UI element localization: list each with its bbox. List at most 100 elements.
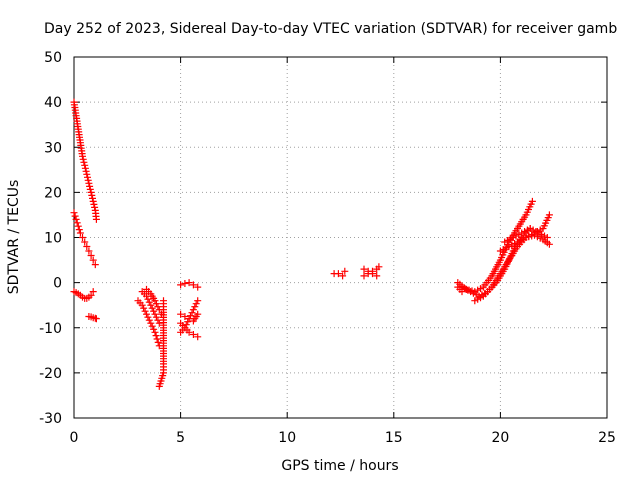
- data-point: [87, 291, 95, 299]
- y-tick-label: -10: [39, 321, 62, 337]
- data-point: [145, 316, 153, 324]
- data-point: [89, 197, 97, 205]
- data-point: [76, 229, 84, 237]
- data-point: [181, 280, 189, 287]
- data-point: [144, 313, 152, 321]
- x-tick-label: 10: [278, 430, 296, 446]
- data-point: [85, 247, 93, 255]
- data-point: [141, 307, 149, 315]
- data-point: [151, 328, 159, 336]
- data-point: [341, 267, 349, 275]
- data-point: [339, 272, 347, 280]
- data-point: [152, 332, 160, 340]
- y-axis-label: SDTVAR / TECUs: [6, 180, 22, 295]
- data-point: [150, 325, 158, 333]
- data-point: [81, 238, 89, 246]
- data-point: [375, 263, 383, 271]
- x-tick-label: 25: [598, 430, 616, 446]
- x-tick-label: 0: [70, 430, 79, 446]
- y-tick-label: 10: [44, 231, 62, 247]
- data-point: [84, 173, 91, 181]
- data-point: [89, 256, 97, 264]
- data-point: [152, 313, 160, 321]
- data-point: [83, 170, 91, 178]
- data-point: [462, 285, 470, 293]
- data-point: [184, 318, 192, 326]
- data-point: [80, 158, 88, 166]
- data-point: [360, 265, 368, 273]
- data-point: [89, 194, 96, 202]
- data-point: [154, 338, 162, 346]
- data-point: [458, 288, 466, 296]
- chart-title: Day 252 of 2023, Sidereal Day-to-day VTE…: [44, 21, 617, 37]
- data-point: [151, 297, 159, 305]
- data-point: [79, 234, 86, 241]
- data-point: [188, 309, 196, 317]
- data-point: [72, 215, 80, 223]
- x-tick-label: 5: [176, 430, 185, 446]
- data-point: [189, 281, 197, 289]
- data-point: [191, 303, 199, 311]
- x-axis-label: GPS time / hours: [281, 458, 398, 474]
- data-point: [71, 212, 79, 220]
- data-point: [334, 270, 342, 278]
- data-point: [70, 209, 78, 217]
- data-point: [90, 200, 98, 208]
- data-point: [528, 197, 536, 205]
- y-tick-label: 50: [44, 50, 62, 66]
- data-point: [84, 176, 92, 184]
- data-point: [145, 298, 153, 306]
- data-point: [194, 333, 202, 341]
- data-point: [75, 226, 83, 234]
- data-point: [81, 161, 89, 169]
- data-point: [151, 310, 159, 318]
- data-point: [187, 312, 194, 320]
- x-tick-label: 15: [385, 430, 403, 446]
- data-point: [74, 222, 82, 230]
- data-point: [545, 240, 553, 248]
- data-point: [148, 322, 156, 330]
- data-point: [369, 270, 376, 278]
- y-tick-label: -30: [39, 411, 62, 427]
- data-point: [373, 272, 381, 280]
- data-point: [87, 188, 95, 196]
- data-point: [153, 335, 161, 343]
- y-tick-label: 30: [44, 140, 62, 156]
- data-point: [144, 295, 152, 303]
- data-point: [140, 304, 148, 312]
- data-point: [192, 300, 200, 308]
- data-point: [91, 261, 99, 269]
- data-point: [152, 300, 160, 308]
- data-point: [182, 321, 190, 329]
- data-point: [194, 310, 202, 318]
- data-point: [185, 279, 193, 287]
- data-point: [181, 313, 189, 320]
- data-point: [189, 331, 197, 338]
- data-point: [82, 167, 90, 175]
- data-point: [148, 304, 156, 312]
- data-point: [79, 155, 87, 163]
- data-point: [87, 252, 95, 259]
- data-point: [92, 315, 100, 323]
- x-tick-label: 20: [491, 430, 509, 446]
- data-point: [147, 301, 155, 309]
- data-point: [360, 272, 368, 280]
- axis-ticks: 0 5 10 15 20 25 -30 -20 -10 0 10 20 30 40 50: [39, 50, 616, 446]
- data-point: [86, 185, 94, 193]
- data-point: [194, 297, 202, 305]
- data-point: [177, 310, 185, 318]
- data-point: [155, 382, 163, 390]
- data-point: [92, 215, 100, 223]
- data-point: [364, 267, 372, 275]
- data-point: [86, 182, 94, 190]
- data-point: [138, 301, 146, 309]
- data-point: [91, 203, 99, 211]
- data-point: [194, 283, 202, 291]
- data-point: [85, 179, 93, 187]
- data-point: [185, 328, 193, 336]
- y-tick-label: 20: [44, 185, 62, 201]
- data-point: [545, 211, 553, 219]
- data-point: [177, 281, 185, 289]
- data-point: [543, 234, 551, 241]
